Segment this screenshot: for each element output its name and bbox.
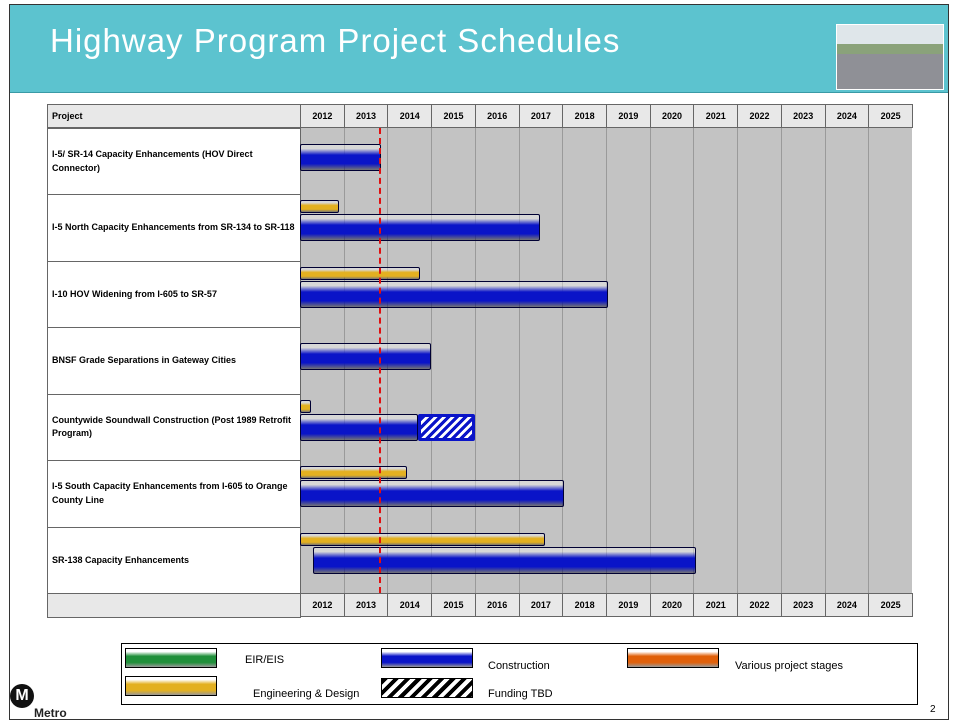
- row-label: I-10 HOV Widening from I-605 to SR-57: [47, 261, 301, 328]
- x-tick-label: 2015: [431, 104, 476, 128]
- bar: [300, 400, 311, 413]
- x-tick-label: 2017: [519, 593, 564, 617]
- bar: [300, 200, 339, 213]
- legend-label: Construction: [488, 660, 550, 672]
- legend-swatch: [125, 648, 217, 668]
- row-label: Countywide Soundwall Construction (Post …: [47, 394, 301, 461]
- bar: [300, 480, 564, 507]
- x-tick-label: 2013: [344, 593, 389, 617]
- legend-swatch: [381, 648, 473, 668]
- x-tick-label: 2014: [387, 593, 432, 617]
- bar: [300, 281, 608, 308]
- x-tick-label: 2021: [693, 593, 738, 617]
- bar: [300, 144, 381, 171]
- x-tick-label: 2019: [606, 104, 651, 128]
- grid-line: [781, 128, 782, 593]
- row-label: I-5 South Capacity Enhancements from I-6…: [47, 460, 301, 527]
- legend-label: EIR/EIS: [245, 654, 284, 666]
- grid-line: [519, 128, 520, 593]
- x-tick-label: 2012: [300, 593, 345, 617]
- bar: [300, 533, 545, 546]
- x-tick-label: 2013: [344, 104, 389, 128]
- x-tick-label: 2022: [737, 593, 782, 617]
- x-tick-label: 2024: [825, 104, 870, 128]
- footer-cell: [47, 593, 301, 618]
- x-tick-label: 2017: [519, 104, 564, 128]
- bar: [300, 466, 407, 479]
- x-tick-label: 2018: [562, 593, 607, 617]
- legend-label: Engineering & Design: [253, 688, 359, 700]
- legend-swatch: [627, 648, 719, 668]
- row-label: I-5 North Capacity Enhancements from SR-…: [47, 194, 301, 261]
- grid-line: [475, 128, 476, 593]
- x-tick-label: 2012: [300, 104, 345, 128]
- x-tick-label: 2025: [868, 593, 913, 617]
- legend-label: Funding TBD: [488, 688, 553, 700]
- x-tick-label: 2016: [475, 104, 520, 128]
- slide: Highway Program Project Schedules M Metr…: [0, 0, 953, 723]
- bar: [300, 267, 420, 280]
- x-tick-label: 2014: [387, 104, 432, 128]
- bar: [300, 414, 418, 441]
- x-tick-label: 2024: [825, 593, 870, 617]
- x-tick-label: 2020: [650, 104, 695, 128]
- x-tick-label: 2022: [737, 104, 782, 128]
- row-label: I-5/ SR-14 Capacity Enhancements (HOV Di…: [47, 128, 301, 195]
- x-tick-label: 2023: [781, 104, 826, 128]
- today-line: [379, 128, 381, 593]
- bar: [313, 547, 696, 574]
- x-tick-label: 2019: [606, 593, 651, 617]
- grid-line: [606, 128, 607, 593]
- x-tick-label: 2025: [868, 104, 913, 128]
- header-cell: Project: [47, 104, 301, 128]
- legend-swatch: [381, 678, 473, 698]
- grid-line: [562, 128, 563, 593]
- bar: [300, 214, 540, 241]
- grid-line: [868, 128, 869, 593]
- grid-line: [825, 128, 826, 593]
- grid-line: [737, 128, 738, 593]
- bar: [300, 343, 431, 370]
- row-label: SR-138 Capacity Enhancements: [47, 527, 301, 594]
- row-label: BNSF Grade Separations in Gateway Cities: [47, 327, 301, 394]
- x-tick-label: 2015: [431, 593, 476, 617]
- grid-line: [693, 128, 694, 593]
- x-tick-label: 2016: [475, 593, 520, 617]
- x-tick-label: 2018: [562, 104, 607, 128]
- x-tick-label: 2021: [693, 104, 738, 128]
- bar: [418, 414, 475, 441]
- grid-line: [650, 128, 651, 593]
- x-tick-label: 2023: [781, 593, 826, 617]
- legend-label: Various project stages: [735, 660, 843, 672]
- x-tick-label: 2020: [650, 593, 695, 617]
- grid-line: [431, 128, 432, 593]
- legend-swatch: [125, 676, 217, 696]
